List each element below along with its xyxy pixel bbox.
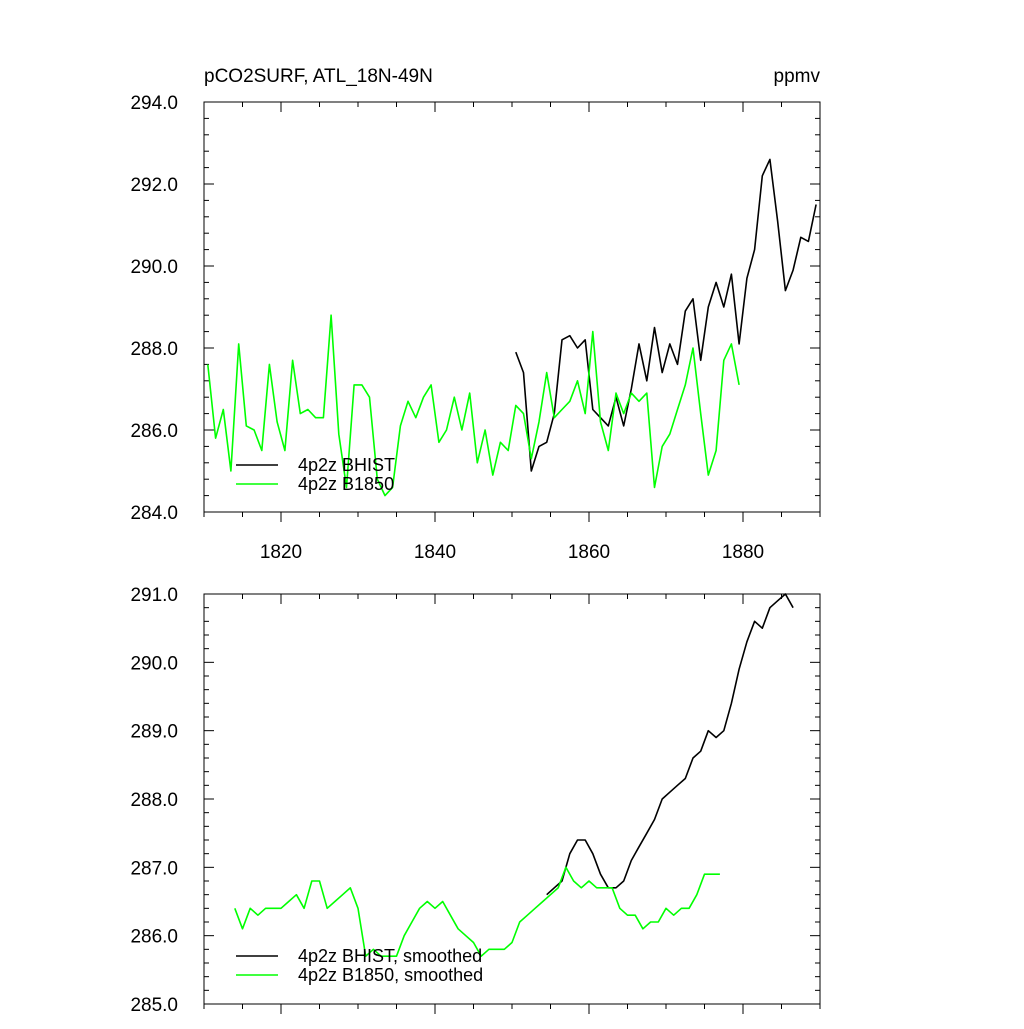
series-line-1: [234, 866, 720, 958]
bottom-panel: 285.0 286.0 287.0 288.0 289.0 290.0 291.0 4p2z …: [130, 585, 821, 1016]
x-tick-label: 1820: [260, 542, 302, 563]
legend-label: 4p2z BHIST, smoothed: [298, 946, 482, 966]
y-tick-label: 291.0: [130, 585, 178, 606]
units-label: ppmv: [774, 66, 821, 87]
y-tick-label: 289.0: [130, 722, 178, 743]
y-tick-label: 292.0: [130, 175, 178, 196]
y-tick-label: 288.0: [130, 339, 178, 360]
legend-label: 4p2z BHIST: [298, 455, 395, 475]
y-tick-label: 290.0: [130, 653, 178, 674]
y-tick-label: 286.0: [130, 421, 178, 442]
y-tick-label: 287.0: [130, 858, 178, 879]
top-panel: 284.0 286.0 288.0 290.0 292.0 294.0 1820 1840 18…: [130, 66, 821, 563]
y-tick-label: 285.0: [130, 995, 178, 1016]
chart-title: pCO2SURF, ATL_18N-49N: [204, 66, 433, 87]
series-line-1: [207, 314, 740, 497]
series-line-0: [546, 593, 794, 896]
legend-label: 4p2z B1850: [298, 474, 394, 494]
y-tick-label: 294.0: [130, 93, 178, 114]
y-tick-label: 288.0: [130, 790, 178, 811]
legend-label: 4p2z B1850, smoothed: [298, 965, 483, 985]
y-tick-label: 290.0: [130, 257, 178, 278]
x-tick-label: 1860: [568, 542, 610, 563]
x-tick-label: 1880: [722, 542, 764, 563]
plot-frame: [203, 101, 821, 513]
y-tick-label: 284.0: [130, 503, 178, 524]
x-tick-label: 1840: [414, 542, 456, 563]
series-line-0: [515, 158, 817, 472]
y-tick-label: 286.0: [130, 927, 178, 948]
